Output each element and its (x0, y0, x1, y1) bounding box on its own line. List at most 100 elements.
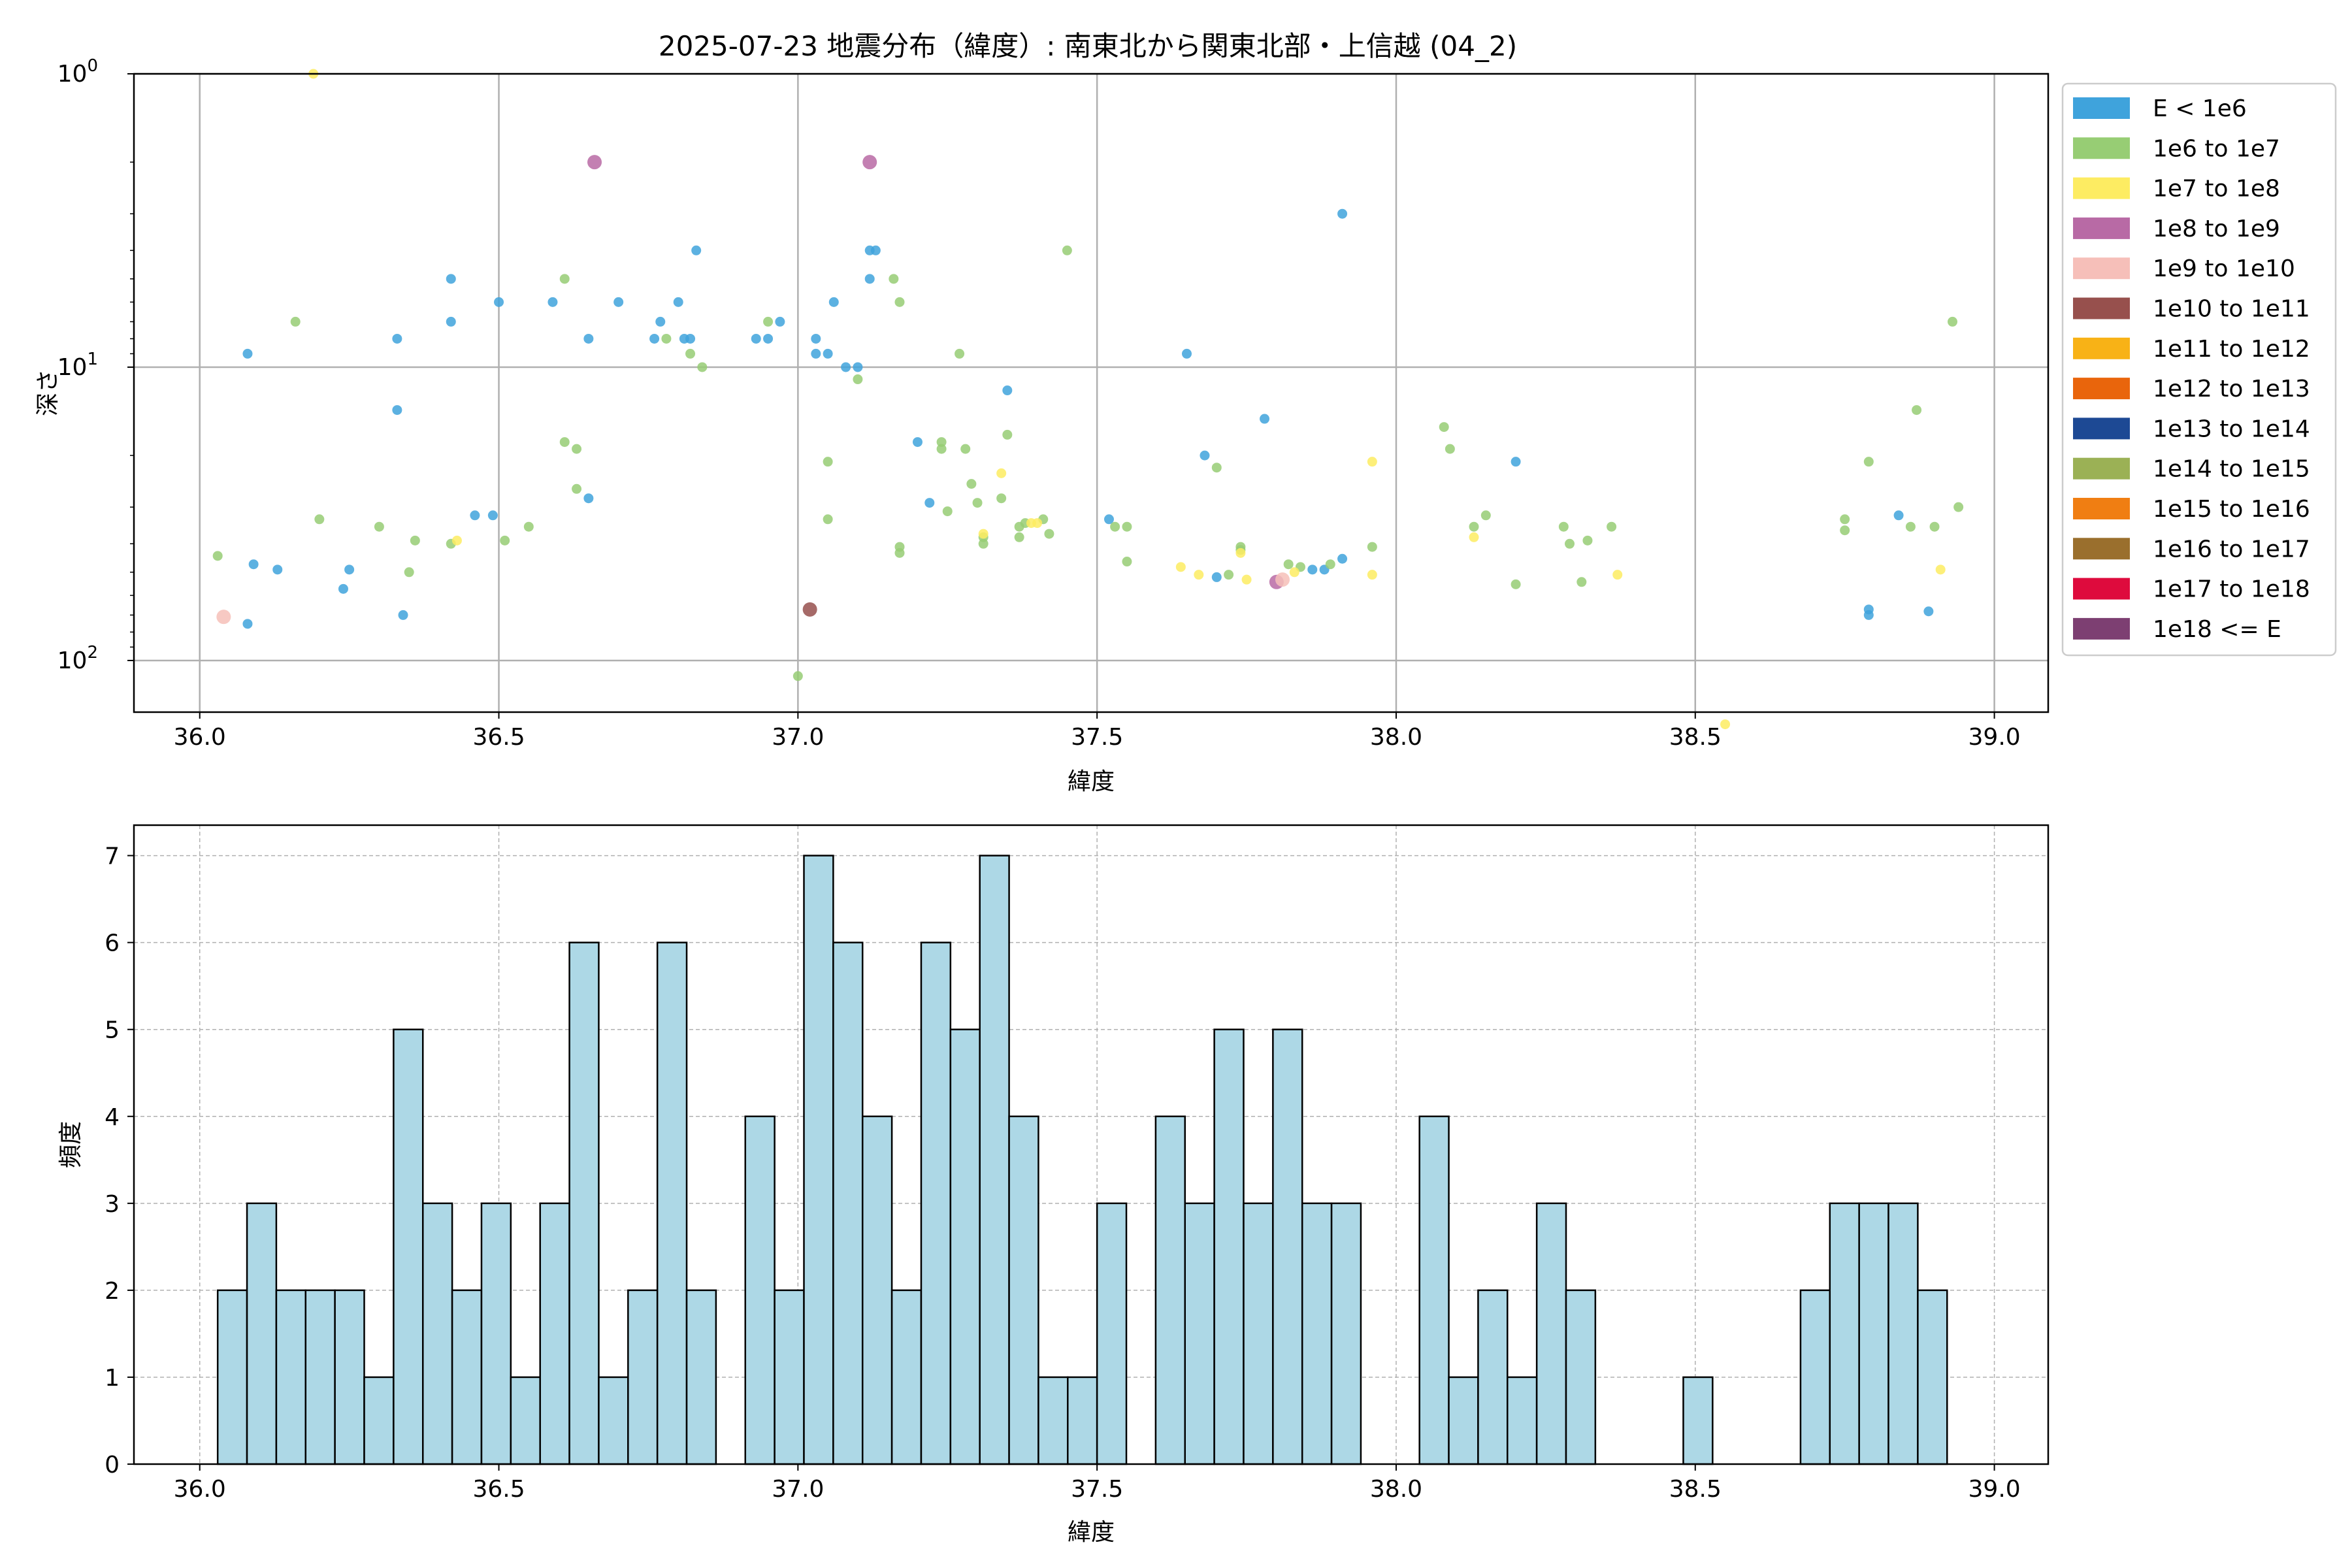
histogram-bar (598, 1376, 629, 1465)
histogram-bar (1096, 1202, 1128, 1465)
scatter-point (587, 155, 602, 170)
histogram-bar (1448, 1376, 1479, 1465)
legend-label: 1e14 to 1e15 (2153, 456, 2310, 483)
scatter-point (1110, 521, 1120, 532)
histogram-bar (920, 941, 952, 1465)
histogram-bar (539, 1202, 570, 1465)
scatter-point (936, 437, 947, 448)
histogram-bar (979, 855, 1010, 1465)
histogram-bar (1829, 1202, 1860, 1465)
legend-label: 1e17 to 1e18 (2153, 576, 2310, 603)
scatter-point (841, 362, 851, 372)
legend-label: E < 1e6 (2153, 95, 2247, 122)
scatter-x-tick-label: 37.0 (772, 724, 824, 751)
scatter-point (1194, 570, 1204, 580)
scatter-point (823, 348, 833, 359)
scatter-point (1480, 510, 1491, 521)
histogram-y-tick-label: 0 (105, 1452, 120, 1478)
scatter-point (1469, 532, 1479, 542)
scatter-point (870, 245, 881, 255)
histogram-bar (1184, 1202, 1215, 1465)
scatter-point (697, 362, 708, 372)
scatter-point (613, 297, 624, 307)
scatter-point (338, 583, 348, 594)
scatter-point (894, 297, 905, 307)
histogram-x-tick-label: 36.5 (472, 1476, 525, 1503)
scatter-y-tick-base: 10 (57, 647, 88, 674)
legend: E < 1e6 1e6 to 1e7 1e7 to 1e8 1e8 to 1e9 1e9… (2061, 82, 2337, 657)
scatter-point (1863, 610, 1874, 620)
scatter-point (1211, 572, 1222, 582)
scatter-x-tick-label: 36.0 (174, 724, 226, 751)
scatter-point (242, 619, 253, 629)
scatter-point (685, 348, 696, 359)
histogram-bar (774, 1289, 805, 1465)
legend-swatch (2073, 617, 2130, 640)
legend-swatch (2073, 217, 2130, 239)
histogram-bar (1330, 1202, 1362, 1465)
scatter-point (559, 437, 570, 448)
histogram-bar (861, 1115, 893, 1465)
scatter-point (996, 468, 1007, 478)
scatter-point (1224, 570, 1234, 580)
histogram-bar (1799, 1289, 1831, 1465)
scatter-point (1893, 510, 1904, 521)
histogram-bar (949, 1028, 981, 1465)
scatter-point (966, 479, 977, 489)
legend-label: 1e16 to 1e17 (2153, 536, 2310, 563)
scatter-point (978, 538, 988, 549)
scatter-point (216, 610, 231, 625)
histogram-bar (275, 1289, 307, 1465)
legend-swatch (2073, 417, 2130, 440)
histogram-bar (1008, 1115, 1039, 1465)
histogram-x-label: 緯度 (1068, 1519, 1115, 1546)
scatter-point (1044, 529, 1054, 539)
histogram-bar (568, 941, 600, 1465)
histogram-panel: 36.0 36.5 37.0 37.5 38.0 38.5 39.0 0 1 2 3 4 5 6 7 緯度… (57, 824, 2050, 1546)
histogram-bar (1272, 1028, 1303, 1465)
scatter-point (500, 535, 510, 546)
scatter-point (1289, 567, 1299, 578)
histogram-bars (216, 855, 1948, 1465)
histogram-bar (1507, 1376, 1538, 1465)
histogram-y-tick-label: 1 (105, 1365, 120, 1392)
scatter-point (1720, 719, 1731, 730)
legend-label: 1e9 to 1e10 (2153, 255, 2295, 282)
histogram-y-tick-label: 6 (105, 930, 120, 957)
scatter-point (1445, 444, 1455, 454)
scatter-point (996, 493, 1007, 504)
legend-label: 1e8 to 1e9 (2153, 216, 2280, 242)
histogram-bar (656, 941, 688, 1465)
histogram-bar (1154, 1115, 1186, 1465)
histogram-bar (1243, 1202, 1274, 1465)
scatter-point (811, 333, 821, 344)
scatter-point (655, 316, 666, 327)
scatter-point (685, 333, 696, 344)
histogram-x-tick-label: 36.0 (174, 1476, 226, 1503)
scatter-point (1905, 521, 1916, 532)
legend-label: 1e15 to 1e16 (2153, 496, 2310, 523)
histogram-bar (1917, 1289, 1948, 1465)
scatter-point (1200, 450, 1210, 461)
scatter-y-tick-base: 10 (57, 61, 88, 88)
histogram-bar (832, 941, 864, 1465)
scatter-point (1576, 577, 1587, 587)
legend-swatch (2073, 337, 2130, 359)
scatter-point (398, 610, 408, 620)
scatter-point (1612, 570, 1623, 580)
scatter-point (1103, 514, 1114, 525)
scatter-x-label: 緯度 (1068, 768, 1115, 795)
scatter-point (853, 362, 863, 372)
histogram-y-label: 頻度 (57, 1121, 84, 1168)
scatter-y-tick-exp: 2 (87, 643, 98, 662)
scatter-point (1337, 208, 1348, 219)
scatter-point (1439, 422, 1449, 433)
histogram-bar (480, 1202, 512, 1465)
scatter-point (583, 493, 594, 504)
legend-label: 1e13 to 1e14 (2153, 416, 2310, 442)
scatter-point (864, 274, 875, 284)
scatter-point (828, 297, 839, 307)
